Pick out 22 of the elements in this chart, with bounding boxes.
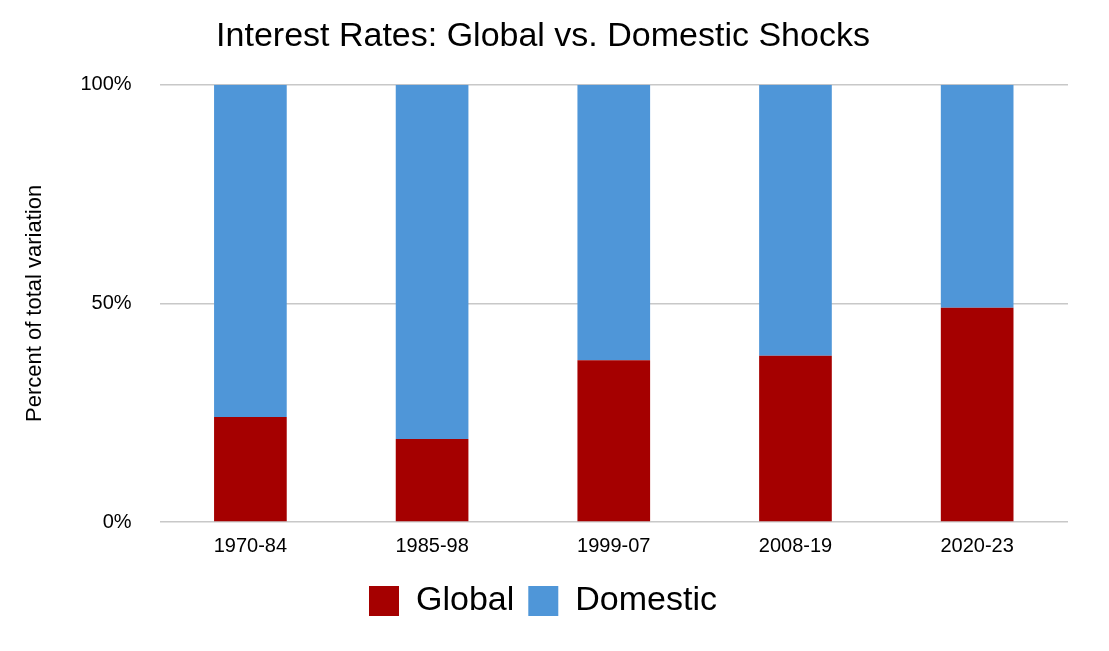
x-tick-label: 1970-84 xyxy=(213,533,288,556)
chart-title: Interest Rates: Global vs. Domestic Shocks xyxy=(216,14,870,53)
y-tick-label: 100% xyxy=(80,72,132,95)
bar xyxy=(759,355,832,522)
x-tick-label: 2020-23 xyxy=(940,533,1014,556)
x-tick-label: 1999-07 xyxy=(577,533,651,556)
legend-label: Global xyxy=(416,579,515,618)
y-tick-label: 50% xyxy=(91,290,132,313)
x-tick-label: 2008-19 xyxy=(758,533,833,556)
bar xyxy=(940,84,1014,308)
y-tick-label: 0% xyxy=(102,509,132,532)
legend-label: Domestic xyxy=(575,579,717,618)
bar xyxy=(577,360,651,522)
bar xyxy=(577,84,651,361)
bar xyxy=(214,417,287,522)
bar xyxy=(395,84,469,439)
y-axis-title: Percent of total variation xyxy=(21,184,47,423)
bar xyxy=(214,84,287,418)
bar xyxy=(395,438,469,522)
bar xyxy=(759,84,832,356)
x-tick-label: 1985-98 xyxy=(395,533,469,556)
bar xyxy=(940,307,1014,522)
